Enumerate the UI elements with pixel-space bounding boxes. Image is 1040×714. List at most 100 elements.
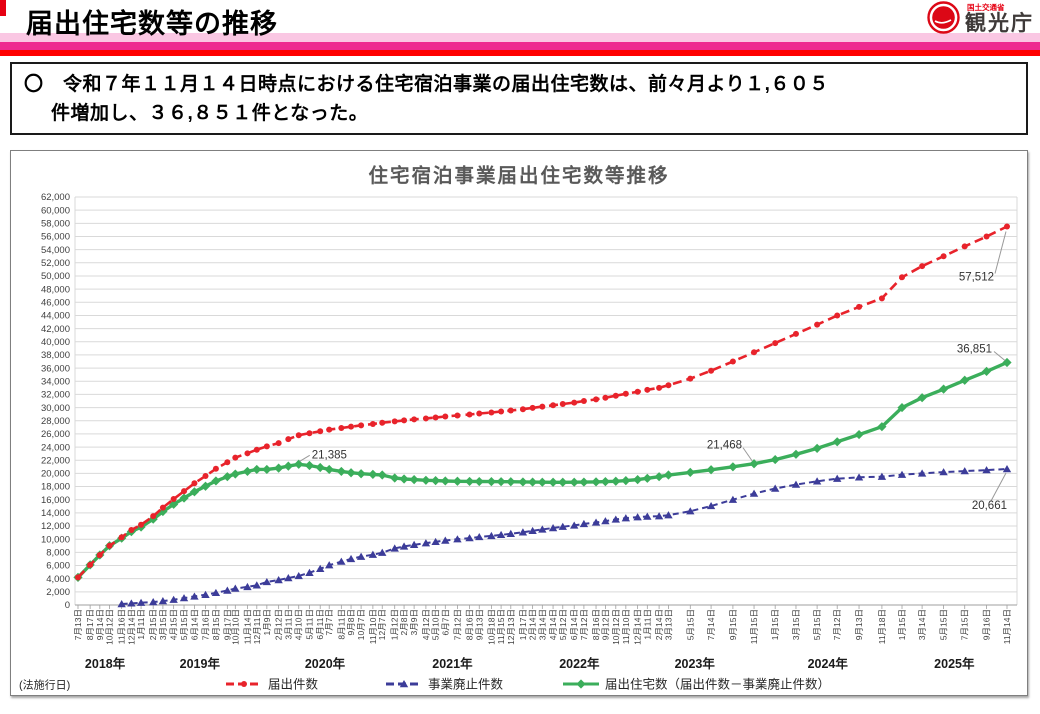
- svg-text:48,000: 48,000: [41, 284, 70, 295]
- svg-text:2月14日: 2月14日: [654, 609, 664, 640]
- svg-text:12月14日: 12月14日: [633, 609, 643, 645]
- agency-logo: 国土交通省 観光庁: [927, 1, 1034, 34]
- svg-text:1月15日: 1月15日: [897, 609, 907, 640]
- legend-label: 事業廃止件数: [428, 677, 504, 692]
- svg-text:30,000: 30,000: [41, 403, 70, 414]
- svg-text:8月11日: 8月11日: [336, 609, 346, 640]
- svg-text:8月16日: 8月16日: [591, 609, 601, 640]
- y-axis-labels: 0 2,000 4,000 6,000 8,000 10,000 12,000 14,000 1…: [41, 192, 70, 611]
- svg-text:12,000: 12,000: [41, 521, 70, 532]
- svg-text:5月12日: 5月12日: [558, 609, 568, 640]
- svg-text:7月13日: 7月13日: [73, 609, 83, 640]
- svg-text:38,000: 38,000: [41, 350, 70, 361]
- legend-label: 届出件数: [268, 677, 319, 692]
- ministry-name: 国土交通省: [967, 3, 1005, 12]
- svg-text:1月11日: 1月11日: [642, 609, 652, 640]
- svg-text:9月13日: 9月13日: [854, 609, 864, 640]
- svg-text:6月11日: 6月11日: [315, 609, 325, 640]
- svg-text:50,000: 50,000: [41, 271, 70, 282]
- svg-text:11月16日: 11月16日: [117, 609, 127, 644]
- legend-label: 届出住宅数（届出件数－事業廃止件数）: [605, 677, 830, 692]
- svg-text:46,000: 46,000: [41, 297, 70, 308]
- series-circle-line: [75, 223, 1010, 581]
- header-stripe-pink: [0, 33, 1040, 42]
- svg-text:3月9日: 3月9日: [409, 609, 419, 635]
- svg-text:6月14日: 6月14日: [189, 609, 199, 640]
- summary-line-2: 件増加し、３６,８５１件となった。: [51, 102, 369, 124]
- svg-text:22,000: 22,000: [41, 455, 70, 466]
- svg-text:2025年: 2025年: [934, 656, 975, 671]
- svg-text:7月16日: 7月16日: [201, 609, 211, 640]
- svg-text:1月15日: 1月15日: [770, 609, 780, 640]
- corner-accent: [0, 0, 6, 16]
- svg-text:11月10日: 11月10日: [621, 609, 631, 644]
- svg-text:5月10日: 5月10日: [431, 609, 441, 640]
- svg-text:10月12日: 10月12日: [611, 609, 621, 645]
- legend-item-circle: 届出件数: [226, 677, 319, 692]
- legend: 届出件数 事業廃止件数 届出住宅数（届出件数－事業廃止件数）: [226, 677, 830, 692]
- svg-text:58,000: 58,000: [41, 219, 70, 230]
- agency-logo-text: 国土交通省 観光庁: [965, 1, 1034, 34]
- svg-text:10月7日: 10月7日: [356, 609, 366, 640]
- svg-text:3月14日: 3月14日: [917, 609, 927, 640]
- chart-title: 住宅宿泊事業届出住宅数等推移: [368, 164, 669, 187]
- svg-text:5月15日: 5月15日: [179, 609, 189, 640]
- jta-logo-icon: [927, 1, 960, 34]
- svg-text:7月14日: 7月14日: [706, 609, 716, 640]
- svg-text:10月10日: 10月10日: [230, 609, 240, 645]
- gridlines: [74, 196, 1018, 606]
- agency-name: 観光庁: [965, 11, 1034, 35]
- svg-text:5月11日: 5月11日: [304, 609, 314, 640]
- svg-text:8月17日: 8月17日: [85, 609, 95, 640]
- svg-text:12月14日: 12月14日: [126, 609, 136, 645]
- svg-text:44,000: 44,000: [41, 311, 70, 322]
- svg-text:56,000: 56,000: [41, 232, 70, 243]
- svg-text:11月14日: 11月14日: [1002, 609, 1012, 644]
- svg-text:28,000: 28,000: [41, 416, 70, 427]
- svg-text:9月17日: 9月17日: [222, 609, 232, 640]
- svg-text:11月15日: 11月15日: [496, 609, 506, 644]
- svg-text:1月12日: 1月12日: [390, 609, 400, 640]
- svg-text:4月15日: 4月15日: [169, 609, 179, 640]
- svg-text:2月15日: 2月15日: [148, 609, 158, 640]
- year-labels: 2018年 2019年 2020年 2021年 2022年 2023年 2024年 2025年: [85, 656, 975, 671]
- header-stripe-red: [0, 50, 1040, 56]
- svg-text:62,000: 62,000: [41, 192, 70, 203]
- svg-text:1月17日: 1月17日: [518, 609, 528, 640]
- svg-text:0: 0: [65, 600, 70, 611]
- svg-text:10月12日: 10月12日: [105, 609, 115, 645]
- svg-text:6,000: 6,000: [46, 561, 70, 572]
- svg-text:2020年: 2020年: [305, 656, 346, 671]
- svg-text:9月13日: 9月13日: [474, 609, 484, 640]
- series-triangle-line: [117, 465, 1012, 608]
- svg-text:40,000: 40,000: [41, 337, 70, 348]
- svg-text:3月15日: 3月15日: [791, 609, 801, 640]
- svg-text:24,000: 24,000: [41, 442, 70, 453]
- svg-text:2018年: 2018年: [85, 656, 126, 671]
- svg-text:3月15日: 3月15日: [158, 609, 168, 640]
- header-stripe-magenta: [0, 42, 1040, 50]
- svg-text:34,000: 34,000: [41, 376, 70, 387]
- svg-text:5月15日: 5月15日: [939, 609, 949, 640]
- svg-text:6月14日: 6月14日: [569, 609, 579, 640]
- svg-text:9月8日: 9月8日: [346, 609, 356, 635]
- svg-text:12月13日: 12月13日: [506, 609, 516, 645]
- svg-text:2月14日: 2月14日: [528, 609, 538, 640]
- svg-text:2021年: 2021年: [432, 656, 473, 671]
- series-diamond-line: [73, 357, 1012, 582]
- annotations: 21,385 21,468 57,512 36,851 20,661: [299, 231, 1007, 512]
- svg-text:6月7日: 6月7日: [440, 609, 450, 635]
- svg-text:7月7日: 7月7日: [324, 609, 334, 635]
- annotation-label: 21,385: [312, 449, 347, 461]
- svg-text:26,000: 26,000: [41, 429, 70, 440]
- svg-text:9月16日: 9月16日: [982, 609, 992, 640]
- annotation-label: 36,851: [957, 343, 992, 355]
- svg-text:2023年: 2023年: [675, 656, 716, 671]
- svg-text:11月14日: 11月14日: [242, 609, 252, 644]
- svg-text:32,000: 32,000: [41, 390, 70, 401]
- svg-text:9月14日: 9月14日: [95, 609, 105, 640]
- svg-text:11月10日: 11月10日: [368, 609, 378, 644]
- svg-text:12月7日: 12月7日: [377, 609, 387, 640]
- annotation-label: 57,512: [959, 272, 994, 284]
